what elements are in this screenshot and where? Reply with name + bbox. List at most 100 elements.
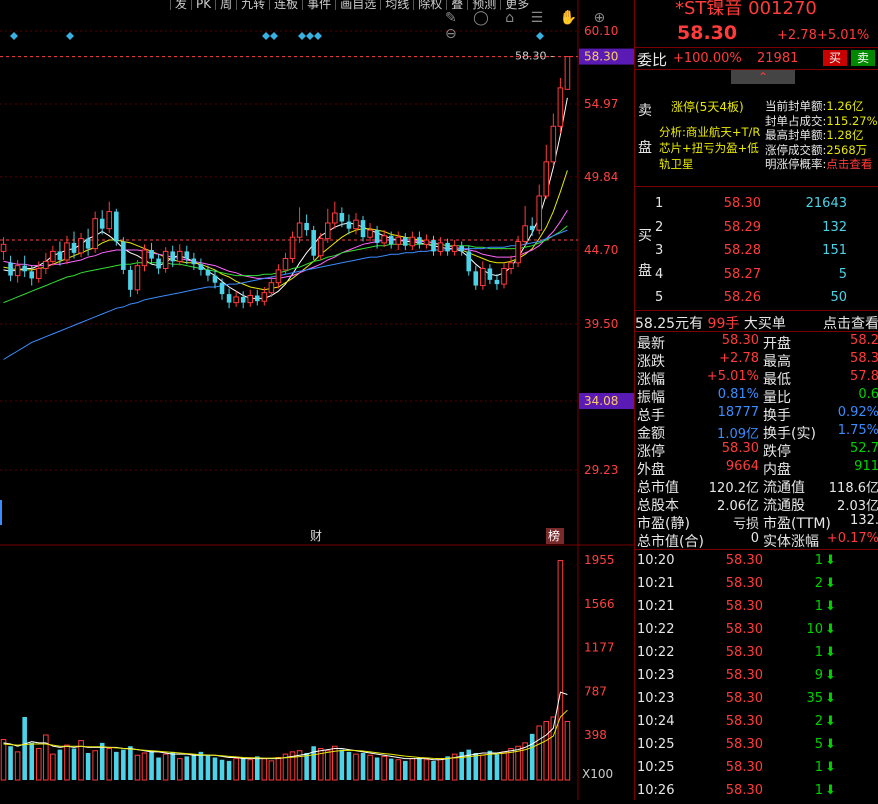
toolbar-item[interactable]: 九转 (236, 0, 269, 10)
collapse-chevron-icon[interactable]: ⌃ (731, 70, 795, 84)
candle-body (92, 218, 98, 250)
toolbar-item[interactable]: 叠 (446, 0, 467, 10)
event-diamond-icon (270, 32, 278, 40)
tick-price: 58.30 (725, 760, 763, 775)
candle-body (134, 265, 141, 291)
toolbar-item[interactable]: 均线 (380, 0, 413, 10)
tick-volume: 2 (814, 576, 823, 591)
toolbar-item[interactable]: 发 (170, 0, 191, 10)
stat-value: 2.06亿 (717, 499, 759, 514)
volume-bar (29, 742, 35, 780)
down-arrow-icon: ⬇ (825, 783, 836, 798)
volume-bar (170, 751, 175, 780)
stat-key: 金额 (637, 426, 665, 442)
candle-body (71, 242, 77, 253)
stat-key: 振幅 (637, 390, 665, 406)
finance-event-mark: 财 (310, 529, 322, 543)
volume-bar (64, 744, 70, 781)
toolbar-item[interactable]: PK (191, 0, 215, 10)
buy-order-row[interactable]: 4 58.27 5 (635, 267, 878, 285)
volume-bar (529, 733, 535, 780)
candle-body (121, 241, 126, 270)
concept-analysis[interactable]: 分析:商业航天+T/R芯片+扭亏为盈+低轨卫星 (659, 125, 761, 171)
toolbar-item[interactable]: 更多 (500, 0, 533, 10)
volume-bar (508, 747, 514, 781)
tick-time: 10:21 (637, 599, 675, 614)
volume-bar (395, 759, 402, 781)
stat-value: +0.17% (826, 531, 878, 546)
left-edge-marker (0, 500, 2, 525)
tick-volume: 1 (814, 645, 823, 660)
big-order-line[interactable]: 58.25元有 99手 大买单 点击查看 (635, 313, 878, 333)
volume-bar (480, 754, 486, 781)
tick-time: 10:21 (637, 576, 675, 591)
volume-bar (240, 757, 246, 780)
buy-order-row[interactable]: 1 58.30 21643 (635, 196, 878, 214)
stat-key: 内盘 (763, 462, 791, 478)
seal-stat-value[interactable]: 点击查看 (826, 157, 873, 171)
volume-bar (353, 753, 359, 781)
buy-price: 58.29 (723, 219, 761, 235)
big-order-link[interactable]: 点击查看 (823, 316, 878, 332)
stat-value: 118.6亿 (828, 481, 878, 496)
stat-value: 52.7 (850, 441, 878, 456)
volume-bar (212, 757, 218, 780)
current-price-tag-bg (579, 48, 634, 65)
volume-bar (0, 738, 7, 781)
toolbar-item[interactable]: 画自选 (335, 0, 380, 10)
stat-value: 0 (750, 531, 759, 546)
tick-volume: 1 (814, 760, 823, 775)
toolbar-item[interactable]: 预测 (467, 0, 500, 10)
kline-chart-panel[interactable]: 60.10 54.97 49.84 44.70 39.50 34.08 29.23 58.30… (0, 0, 634, 800)
buy-volume: 21643 (805, 196, 847, 211)
tick-volume: 10 (806, 622, 823, 637)
list-event-mark: 榜 (548, 528, 560, 543)
volume-bar (35, 747, 42, 781)
candle-body (184, 251, 190, 259)
stat-key: 流通值 (763, 480, 805, 496)
candle-body (487, 268, 493, 280)
tick-price: 58.30 (725, 553, 763, 568)
buy-order-row[interactable]: 2 58.29 132 (635, 220, 878, 238)
candle-body (522, 225, 528, 242)
stat-key: 总市值 (637, 480, 679, 496)
price-axis-label: 49.84 (584, 170, 618, 184)
tick-volume: 5 (814, 737, 823, 752)
kline-chart[interactable]: 60.10 54.97 49.84 44.70 39.50 34.08 29.23 58.30… (0, 0, 634, 800)
stat-key: 最低 (763, 372, 791, 388)
weibi-label: 委比 (637, 51, 668, 69)
volume-bar (374, 757, 380, 780)
stat-key: 量比 (763, 390, 791, 406)
stat-key: 总股本 (637, 498, 679, 514)
candle-body (417, 237, 422, 245)
volume-bar (261, 758, 268, 781)
stock-name-code: *ST镍音 001270 (675, 0, 817, 19)
stat-value: 58.3 (850, 351, 878, 366)
buy-button[interactable]: 买 (823, 50, 847, 66)
sell-button[interactable]: 卖 (851, 50, 875, 66)
volume-bar (226, 760, 232, 780)
stat-key: 换手 (763, 408, 791, 424)
stat-key: 总手 (637, 408, 665, 424)
toolbar-item[interactable]: 连板 (269, 0, 302, 10)
volume-bar (388, 758, 394, 780)
toolbar-item[interactable]: 除权 (413, 0, 446, 10)
price-axis-label: 44.70 (584, 243, 618, 257)
volume-bar (268, 760, 275, 781)
candle-body (409, 236, 416, 247)
volume-axis-label: 398 (584, 728, 607, 742)
event-diamond-icon (306, 32, 314, 40)
buy-level: 1 (655, 196, 664, 211)
seal-stat-value: 1.26亿 (826, 99, 864, 113)
buy-order-row[interactable]: 3 58.28 151 (635, 243, 878, 261)
volume-bar (431, 760, 436, 780)
candle-body (176, 250, 183, 262)
volume-bar (176, 758, 183, 781)
toolbar-item[interactable]: 事件 (302, 0, 335, 10)
candle-body (304, 222, 309, 231)
stat-value: 58.30 (721, 441, 759, 456)
buy-order-row[interactable]: 5 58.26 50 (635, 290, 878, 308)
volume-bar (501, 751, 507, 781)
candle-body (473, 271, 479, 286)
toolbar-item[interactable]: 周 (215, 0, 236, 10)
